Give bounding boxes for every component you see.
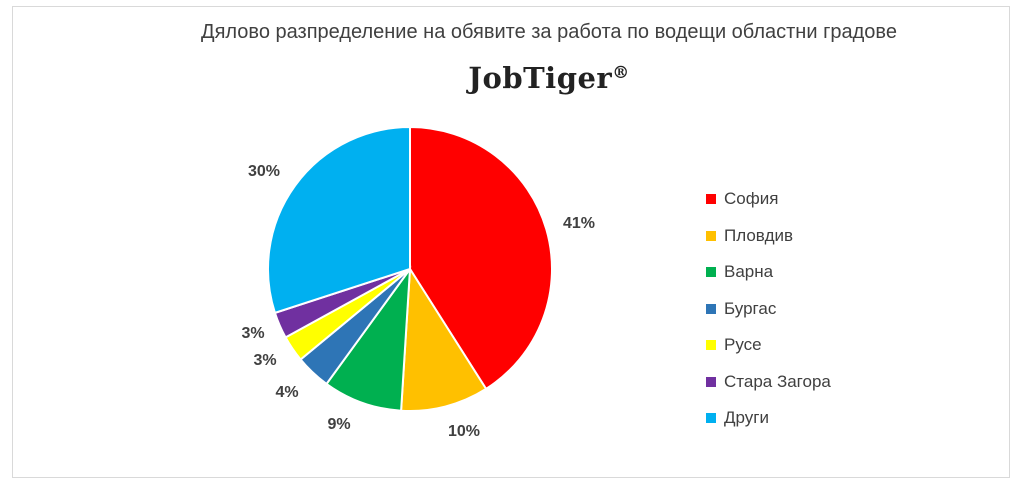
data-label-7: 30% [248, 163, 280, 180]
legend-item-4: Бургас [706, 291, 831, 328]
legend-label: Стара Загора [724, 371, 831, 391]
legend-swatch [706, 230, 716, 241]
pie-slice-7 [267, 125, 411, 315]
legend-label: София [724, 189, 779, 209]
legend-label: Други [724, 408, 769, 428]
brand-name: JobTiger [468, 61, 613, 95]
data-label-4: 4% [275, 384, 298, 401]
legend-swatch [706, 267, 716, 278]
data-label-6: 3% [241, 325, 264, 342]
registered-mark: ® [612, 63, 630, 83]
chart-legend: София Пловдив Варна Бургас Русе Стара Загора Д… [706, 181, 831, 437]
legend-item-3: Варна [706, 254, 831, 291]
chart-title: Дялово разпределение на обявите за работ… [201, 21, 897, 43]
legend-item-6: Стара Загора [706, 364, 831, 401]
pie-slice-2 [400, 265, 488, 412]
legend-label: Пловдив [724, 225, 794, 245]
data-label-2: 10% [448, 423, 480, 440]
legend-label: Бургас [724, 298, 777, 318]
brand-logo: JobTiger® [13, 61, 1024, 95]
legend-item-2: Пловдив [706, 218, 831, 255]
pie-slice-3 [325, 265, 412, 412]
chart-frame: Дялово разпределение на обявите за работ… [12, 6, 1010, 478]
legend-label: Русе [724, 335, 762, 355]
legend-swatch [706, 376, 716, 387]
legend-swatch [706, 303, 716, 314]
legend-swatch [706, 340, 716, 351]
data-label-3: 9% [327, 416, 350, 433]
data-label-1: 41% [563, 215, 595, 232]
legend-item-1: София [706, 181, 831, 218]
legend-item-7: Други [706, 400, 831, 437]
legend-label: Варна [724, 262, 774, 282]
legend-swatch [706, 413, 716, 424]
legend-item-5: Русе [706, 327, 831, 364]
legend-swatch [706, 194, 716, 205]
data-label-5: 3% [253, 352, 276, 369]
